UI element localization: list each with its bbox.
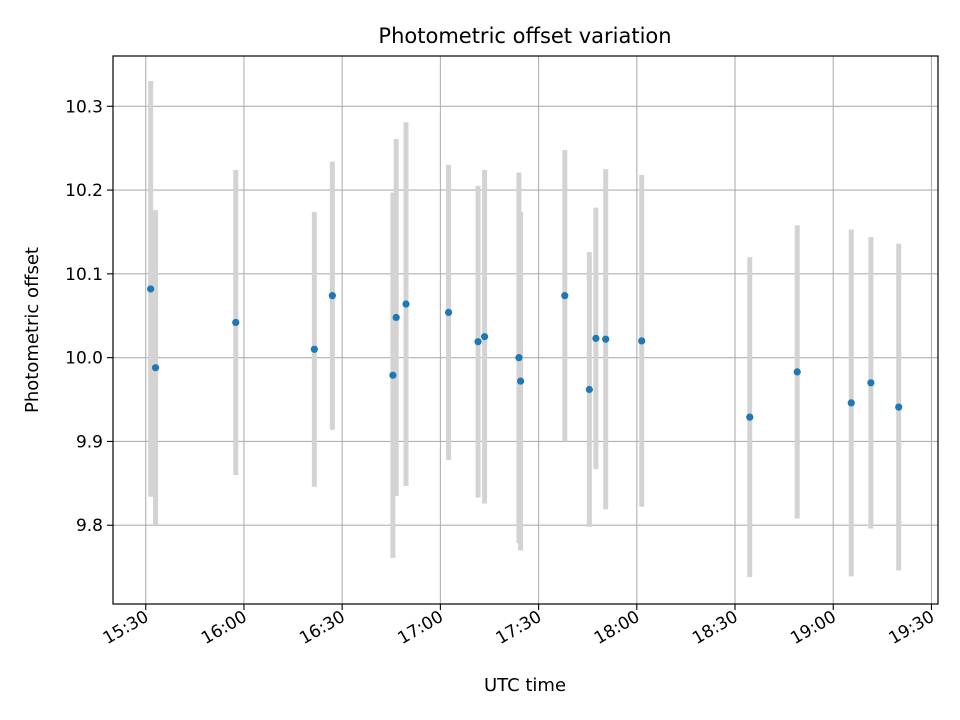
data-point (310, 345, 318, 353)
data-points (147, 285, 903, 421)
data-point (638, 337, 646, 345)
data-point (602, 335, 610, 343)
data-point (444, 308, 453, 317)
y-tick-label: 9.8 (76, 516, 103, 536)
data-point (392, 313, 400, 322)
data-point (867, 379, 875, 387)
data-point (474, 338, 482, 346)
data-point (147, 285, 155, 293)
y-tick-label: 9.9 (76, 432, 103, 452)
data-point (847, 399, 855, 407)
data-point (592, 334, 600, 342)
data-point (389, 371, 397, 379)
data-point (515, 354, 523, 362)
x-tick-label: 17:00 (394, 607, 446, 649)
data-point (585, 385, 593, 394)
x-tick-label: 16:30 (296, 607, 348, 649)
data-point (328, 292, 336, 300)
x-axis-title: UTC time (484, 675, 566, 696)
data-point (480, 333, 489, 341)
data-point (402, 300, 410, 308)
x-tick-label: 17:30 (493, 607, 545, 649)
data-point (793, 368, 801, 376)
data-point (561, 292, 569, 300)
y-tick-label: 10.3 (65, 97, 103, 117)
data-point (516, 377, 525, 385)
y-tick-label: 10.2 (65, 181, 103, 201)
error-bars (148, 81, 902, 578)
x-axis-ticks: 15:30 16:00 16:30 17:00 17:30 18:00 18:30 19:00… (100, 604, 938, 649)
x-tick-label: 18:00 (591, 607, 643, 649)
data-point (151, 364, 160, 372)
data-point (746, 413, 754, 421)
x-tick-label: 18:30 (689, 607, 741, 649)
data-point (895, 403, 903, 411)
x-tick-label: 16:00 (198, 607, 250, 649)
grid (113, 56, 938, 604)
x-tick-label: 19:30 (886, 607, 938, 649)
y-axis-ticks: 9.8 9.9 10.0 10.1 10.2 10.3 (65, 97, 113, 536)
plot-frame (112, 55, 939, 605)
y-tick-label: 10.0 (65, 349, 103, 369)
y-tick-label: 10.1 (65, 265, 103, 285)
x-tick-label: 15:30 (100, 607, 152, 649)
x-tick-label: 19:00 (787, 607, 839, 649)
data-point (232, 318, 240, 327)
chart-title: Photometric offset variation (378, 24, 671, 48)
y-axis-title: Photometric offset (22, 247, 43, 413)
